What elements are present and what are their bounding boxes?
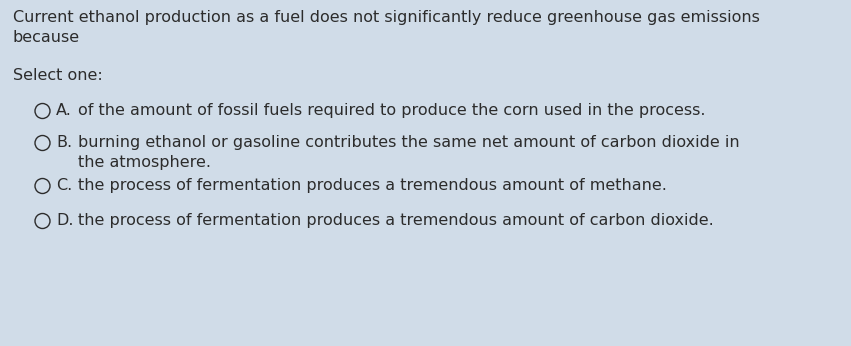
Text: D.: D. [56, 213, 73, 228]
Text: C.: C. [56, 178, 72, 193]
Text: the process of fermentation produces a tremendous amount of carbon dioxide.: the process of fermentation produces a t… [78, 213, 714, 228]
Text: the process of fermentation produces a tremendous amount of methane.: the process of fermentation produces a t… [78, 178, 667, 193]
Text: burning ethanol or gasoline contributes the same net amount of carbon dioxide in: burning ethanol or gasoline contributes … [78, 135, 740, 170]
Text: of the amount of fossil fuels required to produce the corn used in the process.: of the amount of fossil fuels required t… [78, 103, 705, 118]
Text: because: because [13, 30, 80, 45]
Text: Select one:: Select one: [13, 68, 103, 83]
Text: B.: B. [56, 135, 72, 150]
Text: Current ethanol production as a fuel does not significantly reduce greenhouse ga: Current ethanol production as a fuel doe… [13, 10, 760, 25]
Text: A.: A. [56, 103, 71, 118]
